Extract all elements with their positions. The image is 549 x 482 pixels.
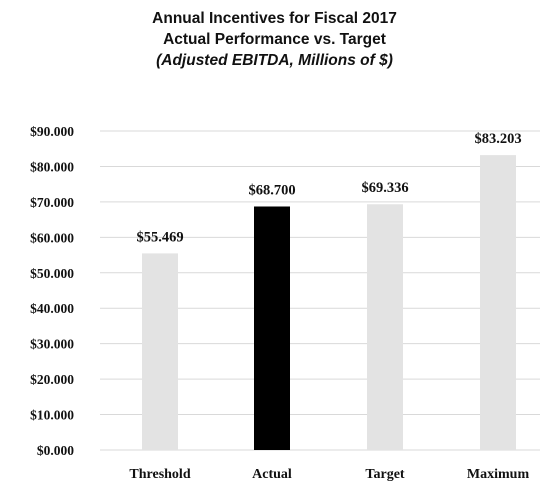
data-labels: $55.469 $68.700 $69.336 $83.203: [136, 131, 521, 245]
bar-maximum: [480, 155, 516, 450]
data-label-target: $69.336: [361, 180, 408, 196]
y-axis-tick-labels: $0.000 $10.000 $20.000 $30.000 $40.000 $50.00…: [30, 124, 74, 458]
y-tick-label: $10.000: [30, 408, 74, 423]
bars: [142, 155, 516, 450]
y-tick-label: $40.000: [30, 301, 74, 316]
category-label-threshold: Threshold: [129, 467, 190, 482]
y-tick-label: $80.000: [30, 159, 74, 174]
data-label-actual: $68.700: [248, 182, 295, 198]
data-label-maximum: $83.203: [474, 131, 521, 147]
chart-title-line-2: Actual Performance vs. Target: [163, 31, 386, 48]
y-tick-label: $0.000: [37, 443, 74, 458]
x-axis-category-labels: Threshold Actual Target Maximum: [129, 467, 529, 482]
y-tick-label: $60.000: [30, 230, 74, 245]
category-label-actual: Actual: [252, 467, 292, 482]
y-tick-label: $20.000: [30, 372, 74, 387]
bar-target: [367, 204, 403, 450]
y-tick-label: $30.000: [30, 337, 74, 352]
chart-title: Annual Incentives for Fiscal 2017 Actual…: [0, 8, 549, 71]
category-label-target: Target: [365, 467, 404, 482]
y-tick-label: $70.000: [30, 195, 74, 210]
chart-title-line-1: Annual Incentives for Fiscal 2017: [152, 10, 397, 27]
category-label-maximum: Maximum: [467, 467, 530, 482]
bar-actual: [254, 206, 290, 450]
y-tick-label: $90.000: [30, 124, 74, 139]
chart-subtitle: (Adjusted EBITDA, Millions of $): [156, 52, 393, 69]
bar-threshold: [142, 253, 178, 450]
data-label-threshold: $55.469: [136, 229, 183, 245]
y-tick-label: $50.000: [30, 266, 74, 281]
